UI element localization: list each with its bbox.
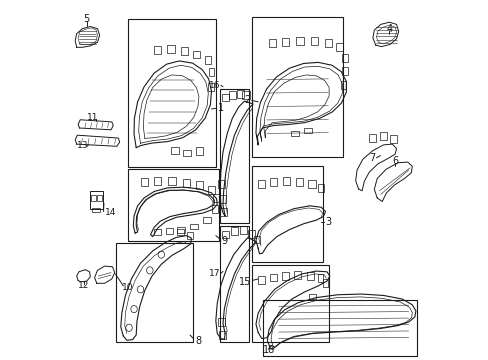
Bar [222,230,229,238]
Text: 11: 11 [86,113,98,122]
Bar [251,166,323,262]
Bar [187,232,192,239]
Bar [308,180,315,188]
Bar [263,300,416,356]
Bar [165,228,172,234]
Bar [340,81,346,89]
Bar [368,134,375,142]
Bar [213,194,218,202]
Text: 9: 9 [221,236,227,246]
Bar [220,89,248,223]
Bar [293,271,301,279]
Bar [183,179,190,187]
Bar [310,37,317,45]
Bar [196,181,203,189]
Bar [342,67,347,75]
Text: 6: 6 [391,156,397,166]
Bar [212,206,217,213]
Bar [322,279,327,287]
Bar [318,184,324,192]
Bar [309,294,315,299]
Text: 13: 13 [77,141,89,150]
Bar [303,128,311,134]
Bar [230,227,238,235]
Bar [116,243,193,342]
Bar [342,54,347,62]
Bar [379,132,386,140]
Text: 17: 17 [208,269,220,278]
Text: 1: 1 [218,103,224,113]
Bar [154,229,161,235]
Text: 10: 10 [122,283,133,292]
Bar [170,147,178,154]
Text: 5: 5 [83,14,90,24]
Bar [90,195,96,201]
Text: 4: 4 [386,24,392,35]
Bar [283,177,290,185]
Bar [218,318,224,326]
Text: 16: 16 [208,81,220,90]
Bar [324,39,331,47]
Text: 8: 8 [195,336,201,346]
Bar [176,227,184,233]
Bar [254,235,260,243]
Bar [228,91,235,99]
Bar [218,180,224,188]
Bar [154,177,161,185]
Bar [220,208,227,216]
Bar [181,47,188,55]
Bar [203,217,210,223]
Bar [269,274,276,282]
Bar [270,178,277,186]
Bar [167,45,174,53]
Bar [204,56,211,64]
Bar [97,195,102,201]
Bar [208,83,213,91]
Bar [128,169,219,241]
Bar [240,226,247,234]
Bar [154,46,161,54]
Bar [218,195,225,203]
Bar [89,192,103,209]
Bar [247,230,255,238]
Bar [282,38,289,45]
Bar [92,208,100,212]
Text: 18: 18 [263,345,275,355]
Bar [290,131,298,136]
Bar [296,178,303,186]
Bar [336,43,342,51]
Bar [258,276,265,284]
Bar [251,17,343,157]
Bar [268,39,276,47]
Bar [190,224,198,229]
Bar [281,272,288,280]
Bar [208,68,214,76]
Text: 2: 2 [244,95,250,105]
Bar [317,274,323,282]
Bar [168,177,175,185]
Bar [141,178,148,186]
Text: 7: 7 [369,153,375,163]
Bar [389,135,396,143]
Bar [296,37,303,45]
Bar [306,272,313,280]
Bar [177,229,184,235]
Bar [183,149,191,156]
Bar [220,226,248,342]
Bar [221,94,228,102]
Text: 14: 14 [104,208,116,217]
Bar [218,331,225,339]
Text: 3: 3 [324,217,330,227]
Bar [242,91,249,99]
Text: 12: 12 [78,281,89,290]
Text: 15: 15 [239,277,251,287]
Bar [236,90,244,98]
Bar [196,147,203,155]
Bar [251,265,328,342]
Bar [258,180,265,188]
Bar [128,19,215,167]
Bar [193,50,200,58]
Bar [208,186,214,194]
